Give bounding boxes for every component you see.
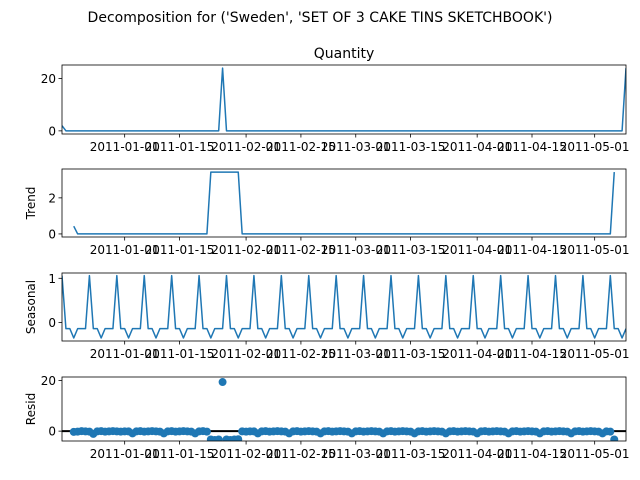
x-tick-label: 2011-01-15 bbox=[145, 347, 215, 361]
panel-3-frame bbox=[61, 272, 627, 342]
resid-point bbox=[218, 378, 227, 387]
y-tick-label: 2 bbox=[48, 191, 56, 205]
y-tick-label: 0 bbox=[48, 425, 56, 439]
x-tick-label: 2011-02-01 bbox=[211, 447, 281, 461]
x-tick-label: 2011-02-15 bbox=[266, 347, 336, 361]
panel-title: Quantity bbox=[314, 46, 375, 62]
x-tick-label: 2011-03-01 bbox=[321, 447, 391, 461]
x-tick-label: 2011-03-01 bbox=[321, 243, 391, 257]
resid-point bbox=[610, 435, 619, 441]
x-tick-label: 2011-01-15 bbox=[145, 447, 215, 461]
x-tick-label: 2011-01-15 bbox=[145, 140, 215, 154]
x-tick-label: 2011-02-15 bbox=[266, 243, 336, 257]
x-tick-label: 2011-03-15 bbox=[376, 243, 446, 257]
x-tick-label: 2011-03-15 bbox=[376, 140, 446, 154]
resid-point bbox=[606, 427, 615, 436]
y-tick-label: 0 bbox=[48, 316, 56, 330]
resid-point bbox=[202, 427, 211, 436]
x-tick-label: 2011-04-15 bbox=[497, 243, 567, 257]
x-tick-label: 2011-01-15 bbox=[145, 243, 215, 257]
trend-line bbox=[73, 171, 615, 235]
y-axis-label: Resid bbox=[24, 393, 38, 425]
x-tick-label: 2011-04-01 bbox=[442, 347, 512, 361]
x-tick-label: 2011-05-01 bbox=[560, 347, 630, 361]
y-axis-label: Seasonal bbox=[24, 280, 38, 334]
resid-point bbox=[234, 435, 243, 441]
panel-4-plot-area bbox=[62, 378, 626, 441]
x-tick-label: 2011-03-01 bbox=[321, 347, 391, 361]
y-axis-label: Trend bbox=[24, 187, 38, 221]
x-tick-label: 2011-01-01 bbox=[90, 347, 160, 361]
figure-suptitle: Decomposition for ('Sweden', 'SET OF 3 C… bbox=[88, 10, 553, 26]
panel-3: 0 1 2011-01-012011-01-152011-02-012011-02-… bbox=[24, 272, 630, 361]
x-tick-label: 2011-04-01 bbox=[442, 243, 512, 257]
x-tick-label: 2011-05-01 bbox=[560, 140, 630, 154]
x-tick-label: 2011-01-01 bbox=[90, 140, 160, 154]
y-tick-label: 20 bbox=[41, 72, 56, 86]
panel-4: 0 20 2011-01-012011-01-152011-02-012011-02… bbox=[24, 374, 630, 461]
panel-1-plot-area bbox=[62, 67, 626, 132]
x-tick-label: 2011-03-01 bbox=[321, 140, 391, 154]
panel-1: 0 20 2011-01-012011-01-152011-02-012011-02… bbox=[41, 46, 630, 154]
y-tick-label: 1 bbox=[48, 272, 56, 286]
quantity-line bbox=[62, 67, 626, 132]
panel-3-plot-area bbox=[62, 274, 626, 339]
panel-2-frame bbox=[61, 168, 627, 238]
panel-1-frame bbox=[61, 64, 627, 135]
seasonal-line bbox=[62, 274, 626, 339]
y-tick-label: 0 bbox=[48, 124, 56, 138]
panel-2: 0 2 2011-01-012011-01-152011-02-012011-02-… bbox=[24, 168, 630, 257]
panel-2-plot-area bbox=[73, 171, 615, 235]
x-tick-label: 2011-02-01 bbox=[211, 347, 281, 361]
x-tick-label: 2011-04-15 bbox=[497, 447, 567, 461]
x-tick-label: 2011-02-15 bbox=[266, 140, 336, 154]
x-tick-label: 2011-02-01 bbox=[211, 140, 281, 154]
panel-4-frame bbox=[61, 376, 627, 442]
x-tick-label: 2011-04-01 bbox=[442, 140, 512, 154]
x-tick-label: 2011-03-15 bbox=[376, 347, 446, 361]
x-tick-label: 2011-01-01 bbox=[90, 447, 160, 461]
x-tick-label: 2011-02-15 bbox=[266, 447, 336, 461]
panels: 0202011-01-012011-01-152011-02-012011-02… bbox=[24, 46, 630, 461]
y-tick-label: 0 bbox=[48, 227, 56, 241]
x-tick-label: 2011-02-01 bbox=[211, 243, 281, 257]
x-tick-label: 2011-04-15 bbox=[497, 347, 567, 361]
resid-point bbox=[214, 435, 223, 441]
y-tick-label: 20 bbox=[41, 374, 56, 388]
x-tick-label: 2011-04-15 bbox=[497, 140, 567, 154]
x-tick-label: 2011-01-01 bbox=[90, 243, 160, 257]
x-tick-label: 2011-05-01 bbox=[560, 243, 630, 257]
x-tick-label: 2011-04-01 bbox=[442, 447, 512, 461]
x-tick-label: 2011-05-01 bbox=[560, 447, 630, 461]
x-tick-label: 2011-03-15 bbox=[376, 447, 446, 461]
